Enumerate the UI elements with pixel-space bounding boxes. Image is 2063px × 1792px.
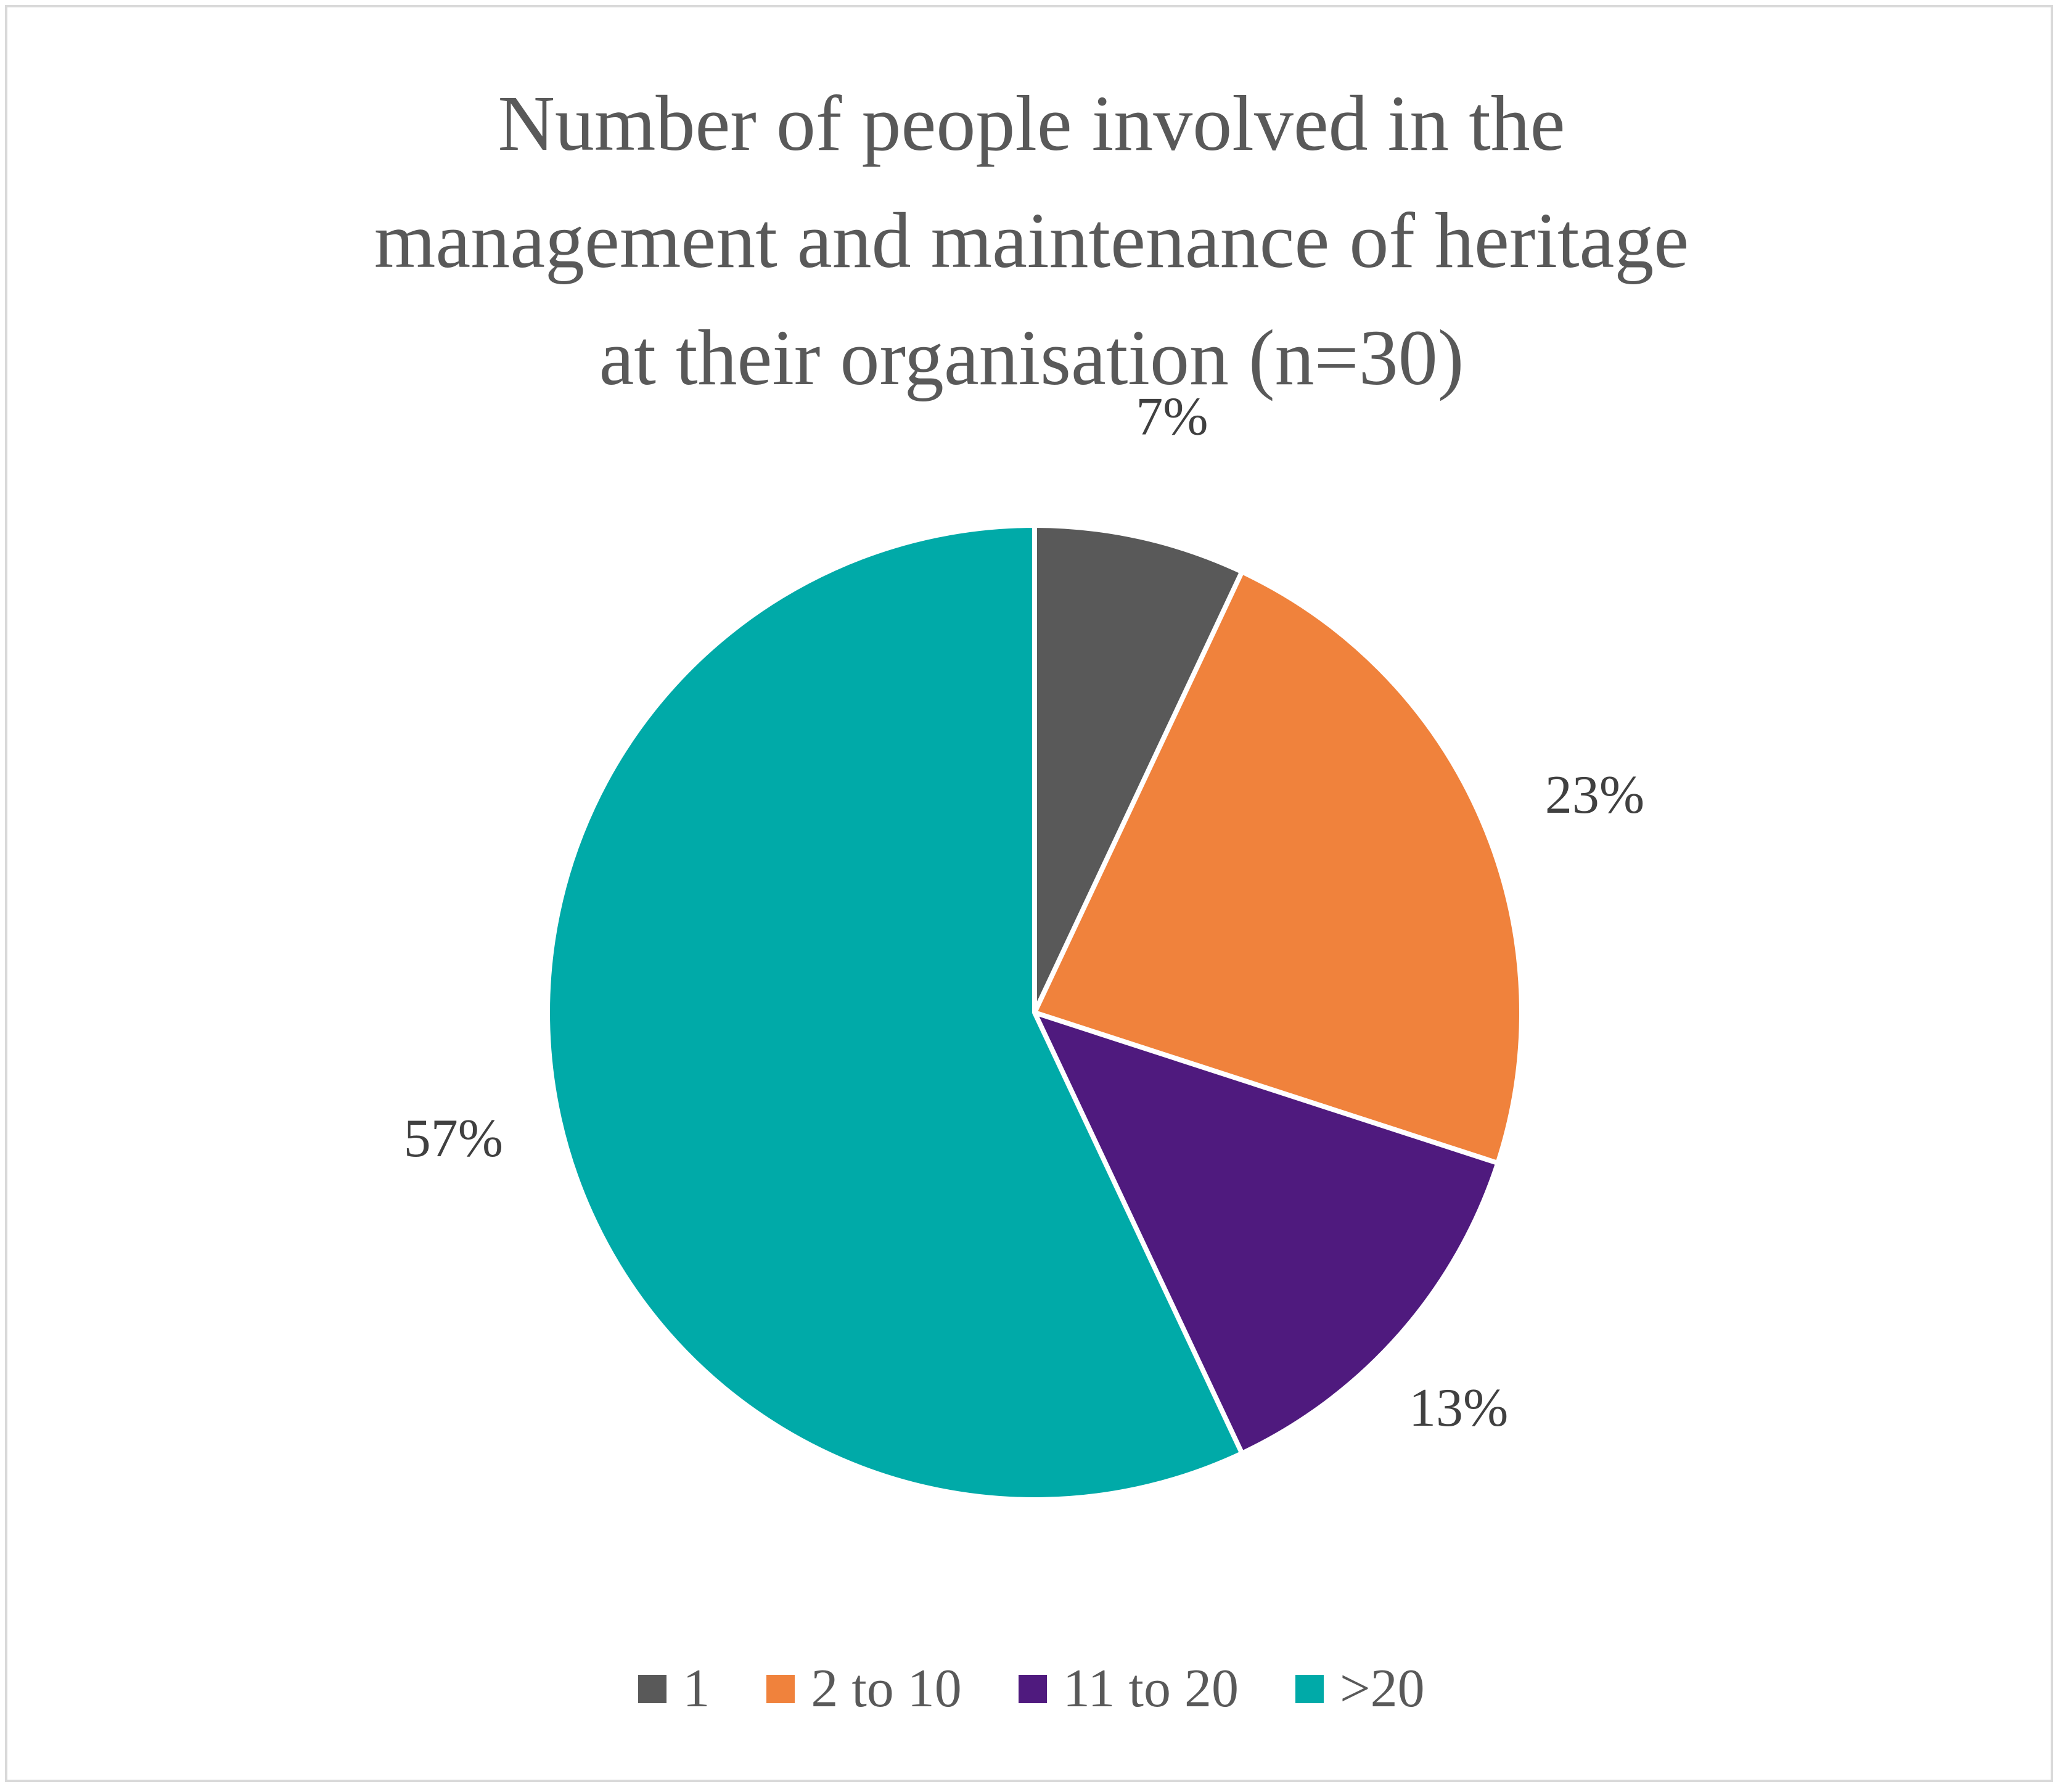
pie-slice-2-to-10 [1032,569,1524,1166]
data-label-2-to-10: 23% [1545,765,1644,825]
legend-item-11-to-20: 11 to 20 [1018,1658,1239,1720]
data-labels: 7% 23% 13% 57% [404,387,1644,1439]
legend-swatch [1018,1674,1047,1703]
chart-title: Number of people involved in the managem… [374,80,1689,401]
legend-label: 2 to 10 [811,1659,962,1719]
data-label-11-to-20: 13% [1409,1378,1508,1438]
legend-item-gt-20: >20 [1295,1658,1425,1720]
legend-item-2-to-10: 2 to 10 [766,1658,962,1720]
data-label-1: 7% [1136,387,1208,447]
legend-label: 11 to 20 [1062,1659,1239,1719]
pie-slices [544,523,1524,1502]
chart-legend: 1 2 to 10 11 to 20 >20 [0,1658,2063,1720]
pie-slice-1 [1032,523,1245,1015]
legend-label: 1 [683,1659,710,1719]
legend-swatch [1295,1674,1324,1703]
legend-swatch [638,1674,667,1703]
data-label-gt-20: 57% [404,1109,503,1169]
legend-label: >20 [1340,1659,1425,1719]
legend-item-1: 1 [638,1658,710,1720]
legend-swatch [766,1674,795,1703]
pie-slice-gt-20 [544,523,1245,1502]
pie-slice-11-to-20 [1032,1010,1501,1456]
